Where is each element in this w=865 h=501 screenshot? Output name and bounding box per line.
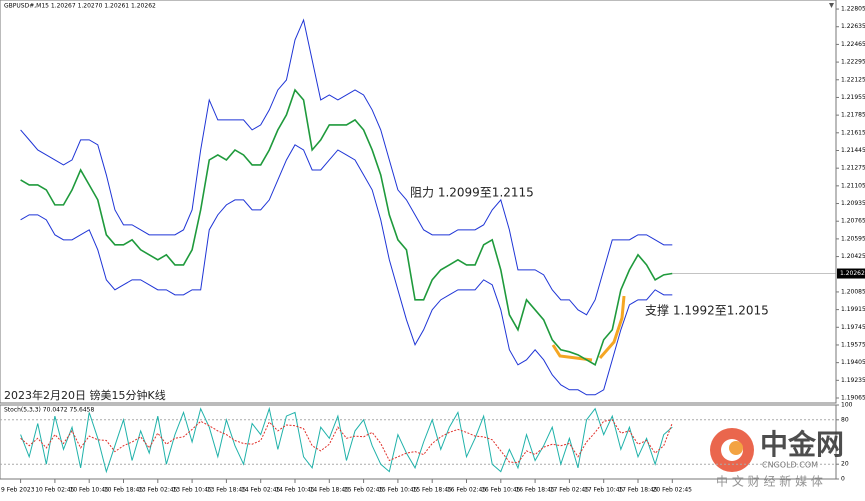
x-tick-label: 16 Feb 10:45 — [481, 487, 521, 494]
y-tick-label: 0 — [841, 476, 845, 483]
x-tick-label: 17 Feb 02:45 — [550, 487, 590, 494]
stoch-label: Stoch(5,3,3) 70.0472 75.6458 — [4, 407, 95, 414]
watermark-site: CNGOLD.COM — [762, 461, 818, 470]
x-tick-label: 10 Feb 18:45 — [104, 487, 144, 494]
x-tick-label: 20 Feb 02:45 — [653, 487, 693, 494]
annotation: 支撑 1.1992至1.2015 — [645, 303, 769, 318]
y-tick-label: 1.19065 — [841, 395, 865, 402]
annotation: 阻力 1.2099至1.2115 — [410, 186, 534, 200]
x-tick-label: 15 Feb 10:45 — [378, 487, 418, 494]
stoch-frame — [0, 404, 837, 480]
chart-title: 2023年2月20日 镑美15分钟K线 — [4, 388, 166, 402]
x-tick-label: 10 Feb 02:45 — [35, 487, 75, 494]
x-tick-label: 14 Feb 10:45 — [275, 487, 315, 494]
y-tick-label: 20 — [841, 461, 849, 468]
x-tick-label: 14 Feb 02:45 — [241, 487, 281, 494]
y-tick-label: 1.20765 — [841, 218, 865, 225]
y-tick-label: 80 — [841, 416, 849, 423]
watermark: 中金网 CNGOLD.COM 中 文 财 经 新 媒 体 — [710, 428, 844, 489]
x-tick-label: 13 Feb 02:45 — [138, 487, 178, 494]
y-tick-label: 1.19405 — [841, 359, 865, 366]
watermark-slogan: 中 文 财 经 新 媒 体 — [716, 474, 823, 489]
y-tick-label: 1.20085 — [841, 288, 865, 295]
x-tick-label: 9 Feb 2023 — [1, 487, 35, 494]
y-tick-label: 1.20425 — [841, 253, 865, 260]
x-tick-label: 17 Feb 18:45 — [618, 487, 658, 494]
x-tick-label: 10 Feb 10:45 — [70, 487, 110, 494]
y-tick-label: 1.21105 — [841, 182, 865, 189]
series-line — [20, 419, 673, 464]
y-tick-label: 1.22125 — [841, 76, 865, 83]
watermark-name: 中金网 — [760, 428, 844, 461]
y-tick-label: 1.21445 — [841, 147, 865, 154]
y-tick-label: 1.21615 — [841, 129, 865, 136]
y-tick-label: 1.21275 — [841, 165, 865, 172]
x-tick-label: 15 Feb 02:45 — [344, 487, 384, 494]
x-tick-label: 14 Feb 18:45 — [310, 487, 350, 494]
x-tick-label: 17 Feb 10:45 — [584, 487, 624, 494]
y-tick-label: 1.21955 — [841, 94, 865, 101]
series-line — [20, 18, 673, 316]
last-price-label: 1.20262 — [840, 270, 865, 277]
x-tick-label: 16 Feb 18:45 — [515, 487, 555, 494]
y-tick-label: 1.19745 — [841, 324, 865, 331]
logo — [729, 441, 743, 455]
x-tick-label: 13 Feb 10:45 — [172, 487, 212, 494]
shift-marker — [829, 3, 834, 8]
arrow — [551, 344, 593, 362]
y-tick-label: 100 — [841, 402, 853, 409]
main-frame — [0, 0, 837, 404]
y-tick-label: 1.21785 — [841, 112, 865, 119]
arrow — [598, 295, 626, 359]
y-tick-label: 1.22295 — [841, 59, 865, 66]
y-tick-label: 1.22465 — [841, 41, 865, 48]
y-tick-label: 1.20595 — [841, 235, 865, 242]
y-tick-label: 1.20935 — [841, 200, 865, 207]
x-tick-label: 15 Feb 18:45 — [413, 487, 453, 494]
symbol-header: GBPUSD#,M15 1.20267 1.20270 1.20261 1.20… — [4, 3, 156, 10]
y-tick-label: 1.22805 — [841, 6, 865, 13]
series-line — [20, 88, 673, 367]
x-tick-label: 13 Feb 18:45 — [207, 487, 247, 494]
series-line — [20, 144, 673, 396]
y-tick-label: 1.22635 — [841, 23, 865, 30]
series-line — [20, 406, 673, 474]
x-tick-label: 16 Feb 02:45 — [447, 487, 487, 494]
y-tick-label: 1.19235 — [841, 377, 865, 384]
y-tick-label: 1.19915 — [841, 306, 865, 313]
last-price-box — [837, 268, 865, 279]
y-tick-label: 1.19575 — [841, 341, 865, 348]
